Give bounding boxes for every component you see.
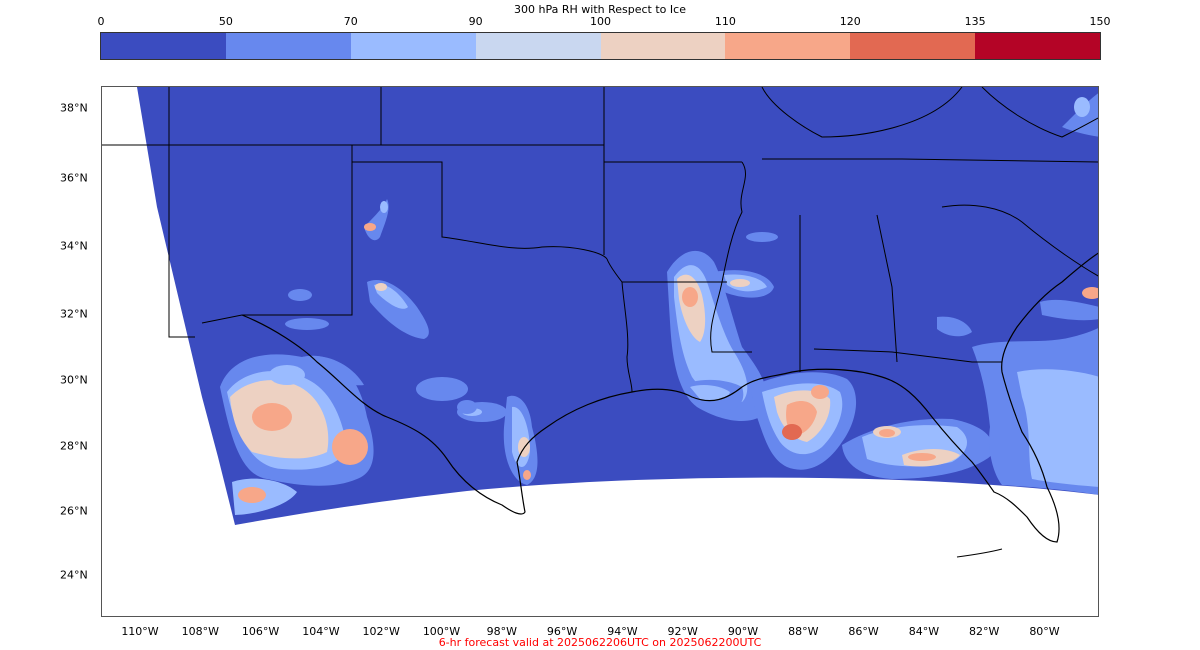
longitude-label: 100°W (422, 625, 461, 638)
border-al-ga (876, 214, 898, 363)
colorbar-tick-label: 120 (839, 15, 861, 28)
colorbar-tick-label: 110 (714, 15, 736, 28)
latitude-label: 30°N (60, 373, 88, 387)
longitude-label: 104°W (302, 625, 340, 638)
colorbar-tick-label: 70 (343, 15, 358, 28)
latitude-label: 28°N (60, 439, 88, 453)
border-nm-tx (201, 145, 353, 324)
coastline-gulf (241, 252, 1098, 543)
colorbar-segment (475, 33, 601, 59)
longitude-label: 92°W (667, 625, 698, 638)
longitude-label: 90°W (727, 625, 759, 638)
longitude-label: 108°W (181, 625, 219, 638)
border-ga-fl (813, 348, 1002, 363)
longitude-label: 102°W (362, 625, 400, 638)
latitude-label: 32°N (60, 307, 88, 321)
colorbar-segment (725, 33, 851, 59)
border-tx-panhandle (352, 161, 608, 260)
colorbar-segment (225, 33, 351, 59)
colorbar-segment (850, 33, 976, 59)
longitude-label: 96°W (546, 625, 578, 638)
colorbar (100, 32, 1101, 60)
longitude-label: 84°W (908, 625, 940, 638)
colorbar-tick-label: 90 (468, 15, 483, 28)
longitude-label: 106°W (241, 625, 280, 638)
latitude-label: 24°N (60, 568, 88, 582)
colorbar-tick-label: 135 (964, 15, 986, 28)
coastline-keys (956, 548, 1003, 558)
border-ky-tn (761, 87, 963, 138)
border-tx-la (621, 281, 633, 393)
longitude-label: 80°W (1029, 625, 1060, 638)
longitude-label: 88°W (788, 625, 819, 638)
border-ar-la (606, 258, 727, 283)
border-tn (762, 158, 1098, 163)
longitude-label: 94°W (607, 625, 638, 638)
rh-field-map (102, 87, 1098, 558)
colorbar-tick-label: 150 (1089, 15, 1111, 28)
model-domain (137, 87, 1098, 525)
longitude-label: 82°W (969, 625, 1000, 638)
latitude-label: 34°N (60, 239, 88, 253)
colorbar-tick-label: 50 (218, 15, 233, 28)
colorbar-segment (600, 33, 726, 59)
latitude-label: 26°N (60, 504, 88, 518)
colorbar-tick-label: 100 (590, 15, 611, 28)
colorbar-segment (101, 33, 226, 59)
latitude-label: 36°N (60, 171, 88, 185)
border-ms-river (710, 161, 752, 353)
colorbar-title: 300 hPa RH with Respect to Ice (514, 3, 686, 16)
forecast-valid-text: 6-hr forecast valid at 2025062206UTC on … (438, 636, 762, 649)
map-panel (101, 86, 1099, 617)
colorbar-tick-label: 0 (97, 15, 105, 28)
longitude-label: 98°W (486, 625, 517, 638)
colorbar-segment (975, 33, 1100, 59)
longitude-label: 86°W (848, 625, 879, 638)
border-north (981, 87, 1098, 138)
colorbar-segment (350, 33, 476, 59)
latitude-label: 38°N (60, 101, 88, 115)
longitude-label: 110°W (121, 625, 159, 638)
